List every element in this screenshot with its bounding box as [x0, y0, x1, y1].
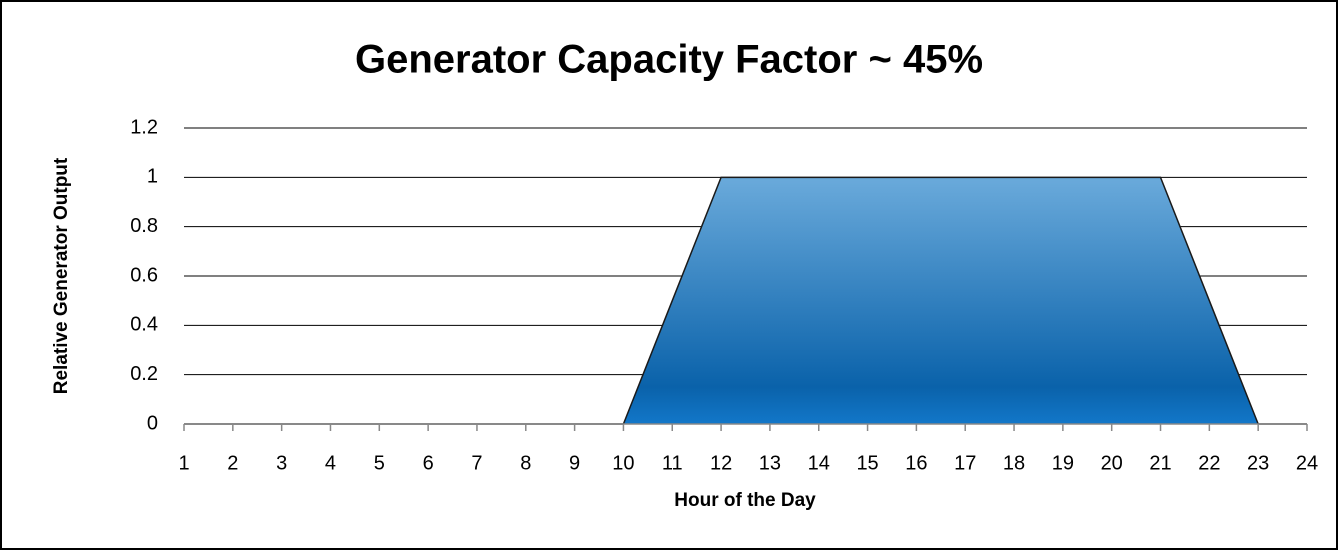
x-tick-label: 20 [1101, 452, 1123, 474]
x-tick-label: 16 [905, 452, 927, 474]
x-tick-label: 6 [423, 452, 434, 474]
x-tick-label: 9 [569, 452, 580, 474]
x-tick-label: 3 [276, 452, 287, 474]
x-tick-label: 18 [1003, 452, 1025, 474]
y-tick-label: 0.8 [130, 215, 158, 237]
x-tick-label: 23 [1247, 452, 1269, 474]
x-tick-label: 19 [1052, 452, 1074, 474]
x-tick-label: 7 [471, 452, 482, 474]
x-tick-label: 11 [662, 452, 683, 474]
x-tick-label: 14 [808, 452, 830, 474]
x-tick-label: 4 [325, 452, 336, 474]
y-tick-label: 0 [147, 412, 158, 434]
y-tick-label: 1 [147, 166, 158, 188]
y-tick-label: 0.2 [130, 363, 158, 385]
x-tick-label: 24 [1296, 452, 1318, 474]
x-axis-label: Hour of the Day [674, 490, 816, 511]
x-tick-label: 13 [759, 452, 781, 474]
x-tick-label: 15 [856, 452, 878, 474]
x-tick-label: 22 [1198, 452, 1220, 474]
area [184, 177, 1307, 424]
x-tick-label: 1 [178, 452, 189, 474]
x-tick-label: 17 [954, 452, 976, 474]
x-tick-label: 21 [1149, 452, 1171, 474]
x-tick-label: 2 [227, 452, 238, 474]
y-tick-label: 1.2 [130, 116, 158, 138]
y-axis-label: Relative Generator Output [51, 157, 72, 394]
chart-title: Generator Capacity Factor ~ 45% [355, 38, 983, 82]
y-tick-label: 0.6 [130, 264, 158, 286]
x-tick-label: 10 [612, 452, 634, 474]
x-tick-label: 8 [520, 452, 531, 474]
y-tick-label: 0.4 [130, 314, 158, 336]
x-tick-label: 5 [374, 452, 385, 474]
x-tick-label: 12 [710, 452, 732, 474]
